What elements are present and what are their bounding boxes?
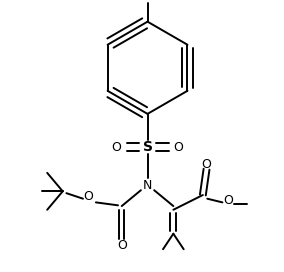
Text: O: O	[83, 190, 93, 203]
Text: N: N	[143, 179, 152, 192]
Text: O: O	[117, 239, 127, 252]
Text: O: O	[174, 141, 183, 154]
Text: S: S	[143, 140, 153, 154]
Text: O: O	[202, 158, 212, 171]
Text: O: O	[112, 141, 122, 154]
Text: O: O	[224, 194, 234, 207]
